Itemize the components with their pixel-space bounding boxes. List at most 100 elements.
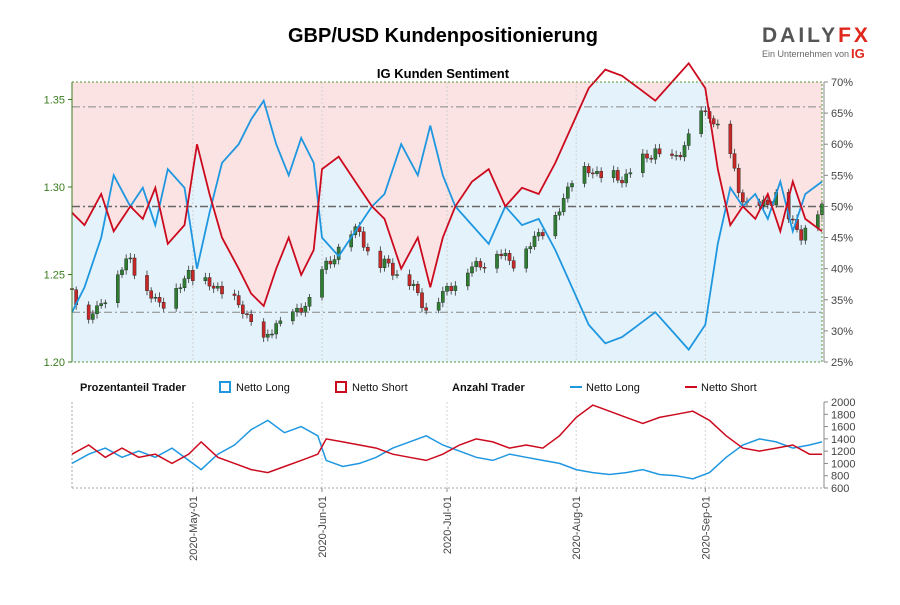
candle-body bbox=[470, 266, 474, 274]
candlestick bbox=[241, 300, 245, 319]
candlestick bbox=[207, 272, 212, 291]
candle-body bbox=[511, 260, 516, 269]
candle-body bbox=[120, 269, 124, 275]
candlestick bbox=[478, 258, 483, 271]
candle-body bbox=[232, 293, 237, 296]
candlestick bbox=[116, 270, 120, 308]
candlestick bbox=[103, 299, 108, 309]
candlestick bbox=[624, 169, 628, 188]
candle-body bbox=[303, 306, 308, 313]
candle-body bbox=[436, 302, 441, 311]
candlestick bbox=[303, 302, 308, 317]
candlestick bbox=[511, 256, 516, 272]
legend-count-long: Netto Long bbox=[586, 382, 640, 394]
candle-body bbox=[332, 259, 337, 265]
candlestick bbox=[466, 268, 470, 291]
candle-body bbox=[703, 110, 708, 113]
candle-body bbox=[445, 286, 449, 292]
candle-body bbox=[245, 313, 249, 315]
candlestick bbox=[278, 316, 283, 327]
candle-body bbox=[649, 157, 653, 160]
candle-body bbox=[366, 247, 370, 252]
percent-tick-label: 30% bbox=[831, 326, 853, 338]
candlestick bbox=[245, 310, 249, 319]
candlestick bbox=[270, 329, 274, 339]
candle-body bbox=[86, 304, 91, 320]
candlestick bbox=[128, 253, 133, 264]
candle-body bbox=[241, 304, 245, 314]
date-tick-label: 2020-Aug-01 bbox=[571, 496, 583, 560]
candle-body bbox=[532, 235, 537, 247]
candle-body bbox=[736, 168, 741, 193]
candle-body bbox=[153, 297, 158, 299]
candle-body bbox=[149, 290, 153, 299]
candle-body bbox=[453, 285, 458, 291]
price-tick-label: 1.35 bbox=[44, 95, 65, 107]
candle-body bbox=[395, 274, 399, 276]
candlestick bbox=[161, 297, 166, 312]
candle-body bbox=[599, 171, 603, 178]
candle-body bbox=[474, 261, 478, 268]
date-tick-label: 2020-Jul-01 bbox=[442, 496, 454, 554]
candlestick bbox=[361, 226, 366, 251]
candlestick bbox=[536, 228, 541, 241]
candle-body bbox=[207, 277, 212, 287]
candle-body bbox=[407, 274, 412, 286]
candlestick bbox=[382, 255, 387, 272]
date-axis: 2020-May-01 2020-Jun-01 2020-Jul-01 2020-Au… bbox=[188, 488, 712, 561]
percent-tick-label: 50% bbox=[831, 201, 853, 213]
candle-body bbox=[499, 253, 503, 257]
candle-body bbox=[728, 123, 733, 154]
candle-body bbox=[132, 257, 137, 276]
candlestick bbox=[386, 255, 391, 268]
candle-body bbox=[495, 253, 499, 269]
candle-body bbox=[766, 199, 770, 206]
candlestick bbox=[236, 290, 241, 308]
candlestick bbox=[332, 254, 337, 268]
count-tick-label: 1600 bbox=[831, 422, 855, 434]
candlestick bbox=[716, 119, 720, 129]
candlestick bbox=[124, 254, 128, 275]
candlestick bbox=[203, 272, 208, 285]
candle-body bbox=[174, 288, 178, 309]
candlestick bbox=[645, 149, 649, 163]
candlestick bbox=[503, 248, 508, 261]
date-tick-label: 2020-Sep-01 bbox=[700, 496, 712, 560]
count-tick-label: 1200 bbox=[831, 446, 855, 458]
candle-body bbox=[99, 303, 103, 306]
candlestick bbox=[799, 224, 803, 245]
candle-body bbox=[595, 171, 599, 174]
candlestick bbox=[653, 144, 658, 165]
count-tick-label: 1400 bbox=[831, 434, 855, 446]
candle-body bbox=[716, 123, 720, 126]
candlestick bbox=[120, 267, 124, 278]
candle-body bbox=[803, 227, 808, 241]
candlestick bbox=[620, 176, 624, 188]
candlestick bbox=[261, 318, 266, 343]
candle-body bbox=[645, 153, 649, 159]
candle-body bbox=[161, 301, 166, 309]
brand-name-part2: FX bbox=[838, 24, 871, 47]
candle-body bbox=[561, 198, 566, 213]
candlestick bbox=[145, 270, 149, 296]
candlestick bbox=[566, 182, 570, 203]
candle-body bbox=[482, 267, 487, 269]
candlestick bbox=[611, 165, 616, 183]
candle-body bbox=[382, 258, 387, 268]
candle-body bbox=[182, 278, 187, 288]
candle-body bbox=[674, 155, 678, 157]
candlestick bbox=[766, 195, 770, 209]
candlestick bbox=[682, 141, 687, 162]
candle-body bbox=[249, 314, 253, 322]
candle-body bbox=[416, 283, 420, 293]
candlestick bbox=[736, 163, 741, 198]
candle-body bbox=[478, 261, 483, 268]
candlestick bbox=[391, 258, 395, 281]
candle-body bbox=[378, 250, 383, 268]
net-short-count-line bbox=[71, 404, 822, 474]
candlestick bbox=[320, 265, 324, 301]
candlestick bbox=[291, 308, 295, 325]
candle-body bbox=[466, 272, 470, 287]
net-long-count-line bbox=[71, 419, 823, 480]
